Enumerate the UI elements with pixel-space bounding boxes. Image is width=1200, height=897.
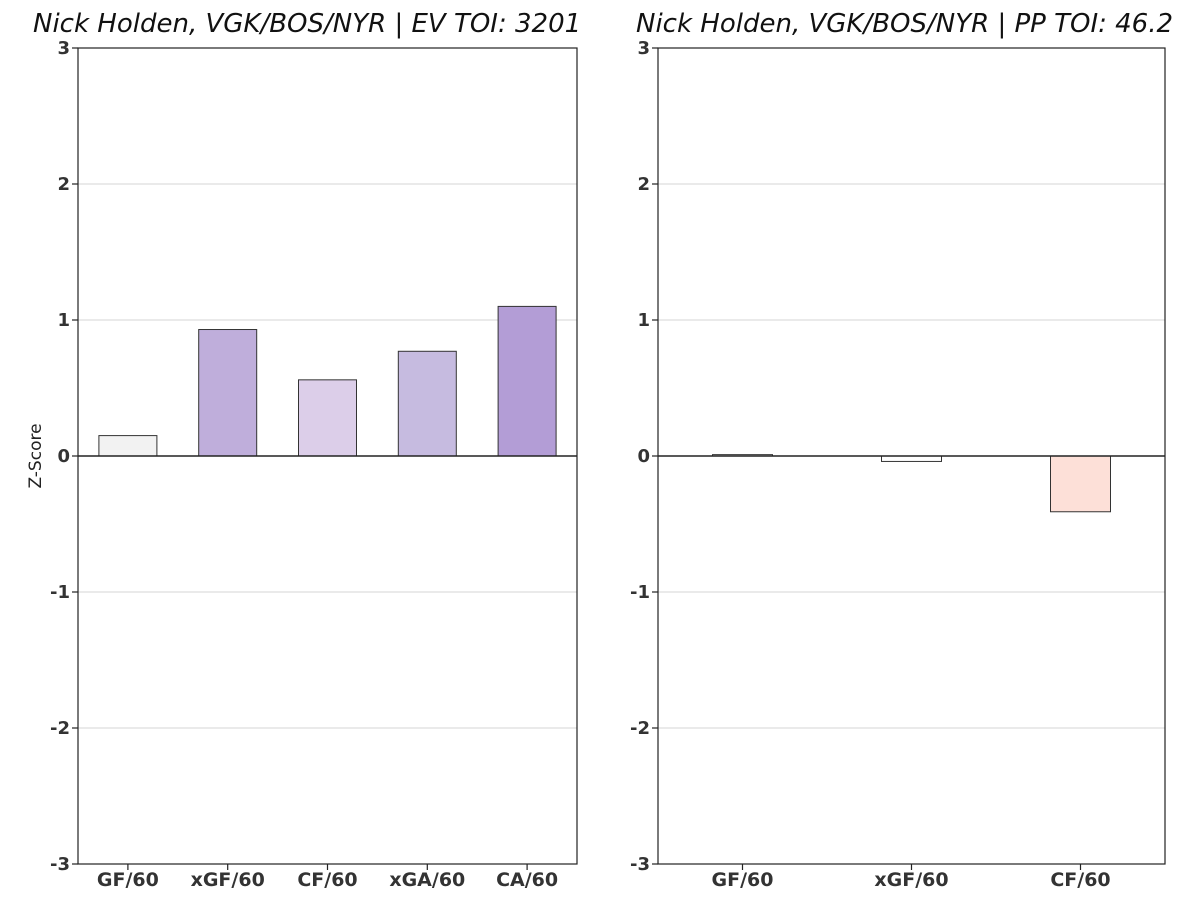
pp-gridlines bbox=[658, 183, 1165, 729]
ev-bar-ca-60 bbox=[497, 305, 557, 457]
pp-chart-panel: 3 2 1 0 -1 -2 -3 GF/60 xGF/60 CF/60 Nick Holden,… bbox=[630, 9, 1173, 891]
pp-y-tick-label: 3 bbox=[637, 38, 650, 59]
pp-y-tick-label: 2 bbox=[637, 174, 650, 195]
ev-y-tick-label: 0 bbox=[57, 446, 70, 467]
ev-chart-panel: 3 2 1 0 -1 -2 -3 GF/60 xGF/60 CF/60 xGA/60 CA/60 N… bbox=[26, 9, 581, 891]
pp-x-tick-label: xGF/60 bbox=[874, 869, 948, 891]
pp-y-ticks: 3 2 1 0 -1 -2 -3 bbox=[630, 38, 658, 875]
pp-x-tick-label: CF/60 bbox=[1050, 869, 1110, 891]
ev-x-tick-label: GF/60 bbox=[97, 869, 159, 891]
ev-gridlines bbox=[78, 183, 577, 729]
pp-y-tick-label: -3 bbox=[630, 854, 650, 875]
ev-x-tick-label: xGF/60 bbox=[191, 869, 265, 891]
ev-bar-xga-60 bbox=[397, 350, 457, 457]
pp-bar-cf-60 bbox=[1050, 455, 1111, 513]
pp-x-ticks: GF/60 xGF/60 CF/60 bbox=[712, 864, 1111, 891]
pp-x-tick-label: GF/60 bbox=[712, 869, 774, 891]
ev-x-tick-label: CA/60 bbox=[496, 869, 558, 891]
ev-y-tick-label: -1 bbox=[50, 582, 70, 603]
ev-y-ticks: 3 2 1 0 -1 -2 -3 bbox=[50, 38, 78, 875]
pp-chart-title: Nick Holden, VGK/BOS/NYR | PP TOI: 46.2 bbox=[636, 9, 1173, 39]
ev-x-ticks: GF/60 xGF/60 CF/60 xGA/60 CA/60 bbox=[97, 864, 558, 891]
ev-chart-title: Nick Holden, VGK/BOS/NYR | EV TOI: 3201 bbox=[33, 9, 581, 39]
pp-y-tick-label: 1 bbox=[637, 310, 650, 331]
ev-y-tick-label: -3 bbox=[50, 854, 70, 875]
ev-y-tick-label: 2 bbox=[57, 174, 70, 195]
pp-bar-xgf-60 bbox=[881, 455, 942, 462]
ev-y-tick-label: -2 bbox=[50, 718, 70, 739]
pp-bars bbox=[712, 454, 1111, 513]
ev-bars bbox=[98, 305, 557, 457]
pp-y-tick-label: 0 bbox=[637, 446, 650, 467]
ev-bar-gf-60 bbox=[98, 435, 158, 457]
pp-y-tick-label: -2 bbox=[630, 718, 650, 739]
ev-bar-xgf-60 bbox=[198, 329, 258, 457]
ev-y-axis-label: Z-Score bbox=[26, 423, 46, 488]
ev-bar-cf-60 bbox=[298, 379, 357, 457]
ev-y-tick-label: 1 bbox=[57, 310, 70, 331]
ev-x-tick-label: xGA/60 bbox=[389, 869, 465, 891]
ev-x-tick-label: CF/60 bbox=[297, 869, 357, 891]
ev-y-tick-label: 3 bbox=[57, 38, 70, 59]
pp-y-tick-label: -1 bbox=[630, 582, 650, 603]
